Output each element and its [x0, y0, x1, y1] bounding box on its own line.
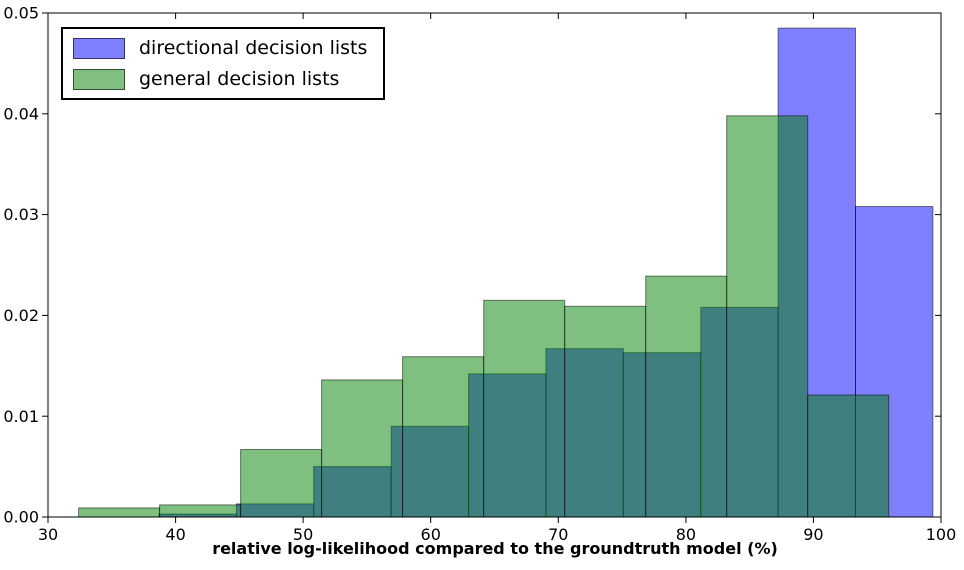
histogram-bar	[807, 394, 890, 518]
y-tick-label: 0.04	[3, 104, 39, 123]
histogram-bar	[321, 379, 404, 518]
y-tick-label: 0.00	[3, 508, 39, 527]
histogram-bar	[240, 449, 323, 518]
x-tick-label: 70	[548, 525, 568, 544]
x-tick-label: 30	[38, 525, 58, 544]
x-axis-label: relative log-likelihood compared to the …	[212, 539, 778, 558]
y-tick-label: 0.05	[3, 4, 39, 23]
histogram-bar	[726, 115, 809, 518]
x-tick-label: 80	[676, 525, 696, 544]
plot-border	[47, 12, 942, 518]
histogram-bar	[564, 305, 647, 518]
legend: directional decision lists general decisi…	[61, 27, 386, 100]
y-tick-label: 0.02	[3, 306, 39, 325]
histogram-bar	[78, 507, 161, 518]
legend-row: directional decision lists	[73, 37, 367, 59]
x-tick-label: 40	[165, 525, 185, 544]
legend-row: general decision lists	[73, 68, 367, 90]
x-tick-label: 90	[803, 525, 823, 544]
histogram-bar	[483, 299, 566, 518]
histogram-bar	[402, 356, 485, 518]
legend-label: directional decision lists	[139, 37, 368, 59]
histogram-bar	[645, 275, 728, 518]
histogram-bar	[159, 504, 242, 518]
x-tick-label: 50	[293, 525, 313, 544]
y-tick-label: 0.03	[3, 205, 39, 224]
x-tick-label: 60	[421, 525, 441, 544]
y-tick-label: 0.01	[3, 407, 39, 426]
legend-label: general decision lists	[139, 68, 340, 90]
legend-swatch-icon	[73, 37, 125, 59]
x-tick-label: 100	[926, 525, 957, 544]
legend-swatch-icon	[73, 68, 125, 90]
